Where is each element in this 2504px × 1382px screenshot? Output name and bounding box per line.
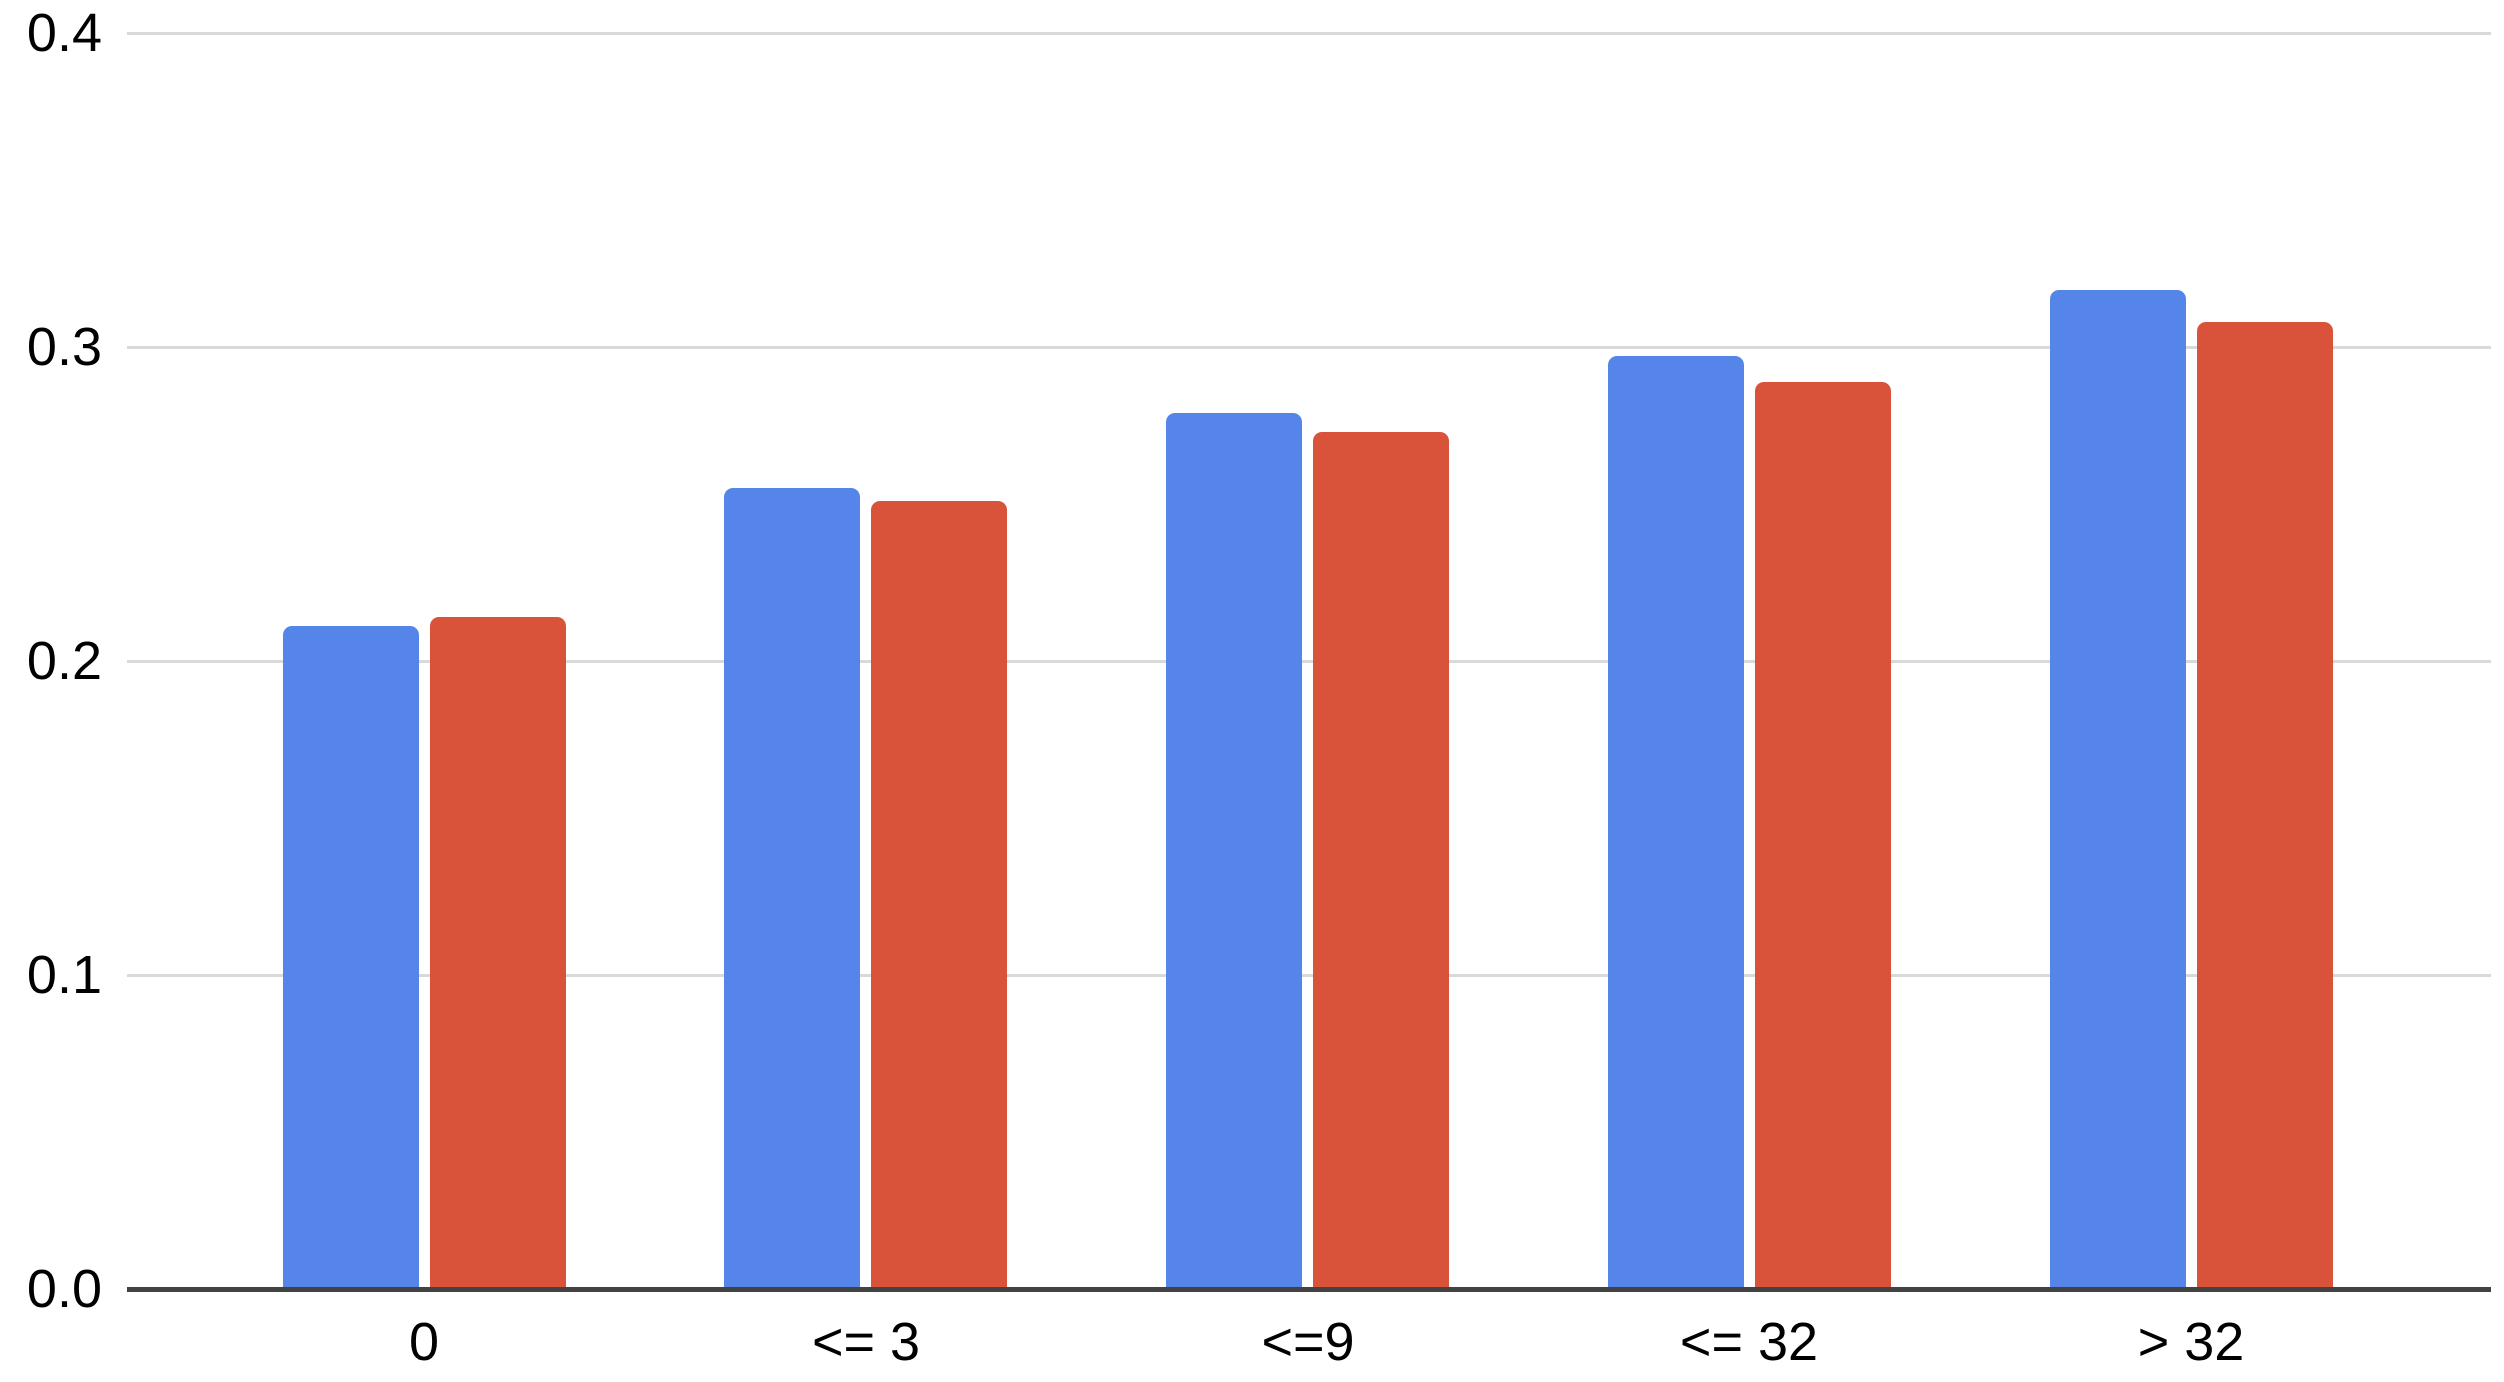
- gridline: [127, 346, 2491, 349]
- bar-blue-series-<= 3: [724, 488, 860, 1289]
- bar-red-series-<= 32: [1755, 382, 1891, 1289]
- bar-blue-series-0: [283, 626, 419, 1289]
- bar-red-series-> 32: [2197, 322, 2333, 1289]
- x-tick-label: > 32: [2137, 1312, 2245, 1372]
- x-axis-line: [127, 1287, 2491, 1292]
- x-tick-label: <= 3: [811, 1312, 921, 1372]
- y-tick-label: 0.4: [26, 3, 102, 63]
- gridline: [127, 974, 2491, 977]
- x-tick-label: 0: [408, 1312, 440, 1372]
- x-tick-label: <= 32: [1679, 1312, 1819, 1372]
- bar-blue-series-> 32: [2050, 290, 2186, 1289]
- bar-blue-series-<=9: [1166, 413, 1302, 1289]
- gridline: [127, 32, 2491, 35]
- bar-red-series-<=9: [1313, 432, 1449, 1289]
- bar-red-series-<= 3: [871, 501, 1007, 1289]
- gridline: [127, 660, 2491, 663]
- y-tick-label: 0.0: [26, 1259, 102, 1319]
- y-tick-label: 0.1: [26, 945, 102, 1005]
- bar-blue-series-<= 32: [1608, 356, 1744, 1289]
- y-tick-label: 0.3: [26, 317, 102, 377]
- y-tick-label: 0.2: [26, 631, 102, 691]
- bar-red-series-0: [430, 617, 566, 1289]
- x-tick-label: <=9: [1261, 1312, 1355, 1372]
